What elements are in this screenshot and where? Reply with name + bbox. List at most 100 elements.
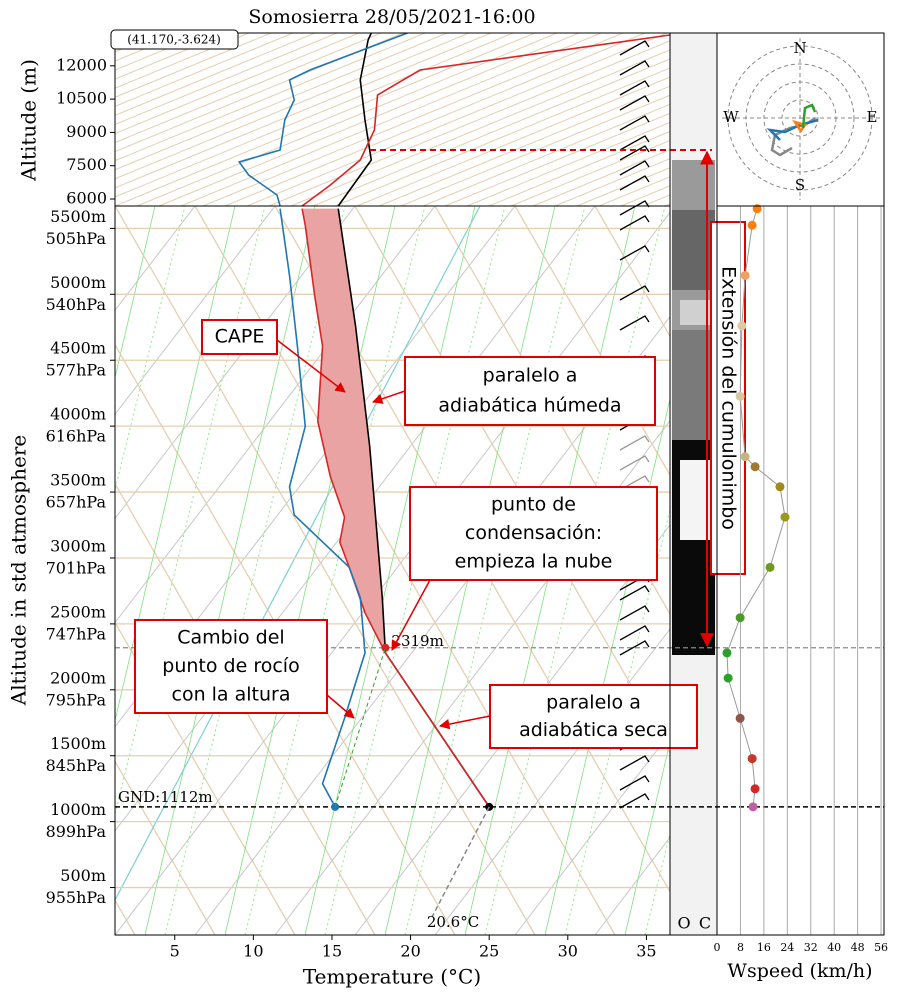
wind-point: [765, 562, 775, 572]
wind-point: [740, 452, 750, 462]
dry-adiabat: [488, 130, 670, 206]
dry-adiabat: [180, 33, 602, 206]
annotation-text: paralelo a: [483, 365, 578, 387]
annotation-text: CAPE: [215, 326, 265, 348]
lcl-point: [381, 643, 390, 652]
profile-line: [279, 208, 366, 808]
annotation-box: [409, 486, 658, 581]
dry-adiabat: [115, 33, 536, 206]
dry-adiabat: [115, 33, 228, 80]
mixing-ratio: [244, 206, 426, 935]
y-tick-pressure: 955hPa: [46, 888, 107, 907]
y-tick-pressure: 701hPa: [46, 558, 107, 577]
isotherm: [115, 206, 596, 832]
y-tick-pressure: 747hPa: [46, 624, 107, 643]
wind-point: [722, 648, 732, 658]
y-tick-label: 1000m: [50, 800, 106, 819]
dry-adiabat: [268, 40, 670, 206]
y-tick-label: 3500m: [50, 471, 106, 490]
mixing-ratio: [164, 206, 346, 935]
dry-adiabat: [115, 33, 316, 116]
dry-adiabat: [819, 33, 901, 206]
wind-barb: [619, 315, 650, 331]
compass-label: W: [723, 108, 739, 126]
dry-adiabat: [594, 206, 670, 338]
y-tick-pressure: 616hPa: [46, 427, 107, 446]
mixing-ratio: [115, 206, 266, 816]
moist-adiabat: [224, 206, 396, 935]
dry-adiabat: [312, 58, 670, 206]
x-tick-label: 24: [780, 941, 794, 954]
wind-barb: [619, 145, 650, 161]
y-tick-label: 9000: [66, 122, 107, 141]
annotation-arrow: [372, 390, 406, 404]
column-label: O: [677, 914, 690, 933]
wind-point: [747, 754, 757, 764]
background-lines: [115, 33, 901, 206]
profile-line: [301, 208, 490, 808]
x-tick-label: 5: [170, 942, 180, 961]
y-tick-label: 12000: [56, 55, 107, 74]
dry-adiabat: [334, 67, 670, 206]
wind-point: [740, 270, 750, 280]
moist-adiabat: [304, 206, 476, 935]
dry-adiabat: [514, 206, 670, 477]
wind-point: [737, 321, 747, 331]
hodograph-trace: [801, 103, 817, 129]
y-tick-label: 10500: [56, 89, 107, 108]
wind-barb: [619, 95, 650, 111]
wind-point: [748, 802, 758, 812]
frame: [716, 32, 885, 207]
x-tick-label: 56: [874, 941, 888, 954]
moist-adiabat: [115, 206, 156, 380]
ground-label: GND:1112m: [118, 788, 213, 806]
isotherm-zero: [115, 206, 481, 901]
y-tick-label: 2500m: [50, 602, 106, 621]
wind-barb: [619, 80, 650, 96]
annotation-text: Cambio del: [177, 627, 284, 649]
dry-adiabat: [422, 103, 670, 206]
wind-barb: [619, 640, 650, 656]
wind-barb: [619, 755, 650, 771]
wind-barb: [619, 585, 650, 601]
profile-line: [337, 33, 373, 206]
dry-adiabat: [400, 94, 670, 206]
y-tick-label: 7500: [66, 155, 107, 174]
surface-projection: [431, 806, 490, 918]
wind-barb: [619, 285, 650, 301]
dry-adiabat: [136, 33, 558, 206]
wind-barb: [619, 115, 650, 131]
wind-barb: [619, 625, 650, 641]
dry-adiabat: [115, 33, 492, 189]
wind-barb: [619, 200, 650, 216]
annotation-text: punto de rocío: [162, 655, 299, 677]
annotation-text: Extensión del cumulonimbo: [718, 266, 740, 530]
plot: 500m 955hPa 1000m 899hPa 1500m 845hPa 2000m 795…: [46, 33, 888, 961]
profile-line: [301, 34, 670, 206]
dry-adiabat: [444, 112, 670, 206]
y-tick-pressure: 505hPa: [46, 229, 107, 248]
annotation-arrow: [438, 715, 491, 730]
y-tick-label: 4000m: [50, 405, 106, 424]
y-tick-label: 4500m: [50, 339, 106, 358]
dry-adiabat: [115, 760, 216, 935]
cloud-shade: [672, 330, 715, 440]
dry-adiabat: [576, 167, 670, 206]
dry-adiabat: [246, 33, 668, 206]
dry-adiabat: [532, 149, 670, 206]
annotation-box: [201, 319, 278, 355]
wind-barb: [619, 40, 650, 56]
wind-barb: [619, 605, 650, 621]
dry-adiabat: [554, 158, 670, 206]
lcl-label: 2319m: [391, 632, 443, 650]
isotherm: [755, 206, 901, 935]
wind-barb: [619, 160, 650, 176]
dry-adiabat: [290, 49, 670, 206]
wind-barb: [619, 455, 650, 471]
annotation-text: adiabática húmeda: [438, 395, 621, 417]
x-tick-label: 40: [827, 941, 841, 954]
dry-adiabat: [115, 206, 536, 935]
dry-adiabat: [224, 33, 646, 206]
isotherm: [115, 211, 670, 935]
